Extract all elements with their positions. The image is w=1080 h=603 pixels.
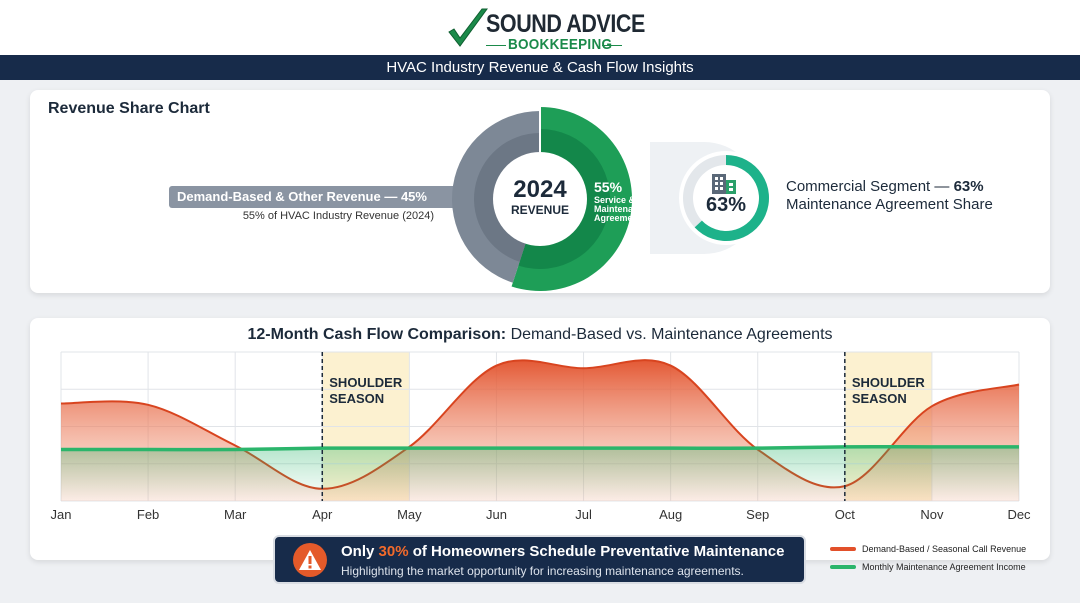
brand-rule-right — [602, 45, 622, 46]
page-title: HVAC Industry Revenue & Cash Flow Insigh… — [0, 55, 1080, 80]
x-tick-sep: Sep — [746, 507, 769, 522]
x-tick-jun: Jun — [486, 507, 507, 522]
alert-highlight: 30% — [378, 543, 409, 560]
x-tick-nov: Nov — [920, 507, 944, 522]
warning-icon — [293, 543, 327, 577]
maintenance-line — [61, 444, 1019, 452]
shoulder-label-0-0: SHOULDER — [329, 375, 403, 390]
maintenance-alert: Only 30% of Homeowners Schedule Preventa… — [273, 535, 806, 584]
revenue-donut — [452, 107, 632, 291]
donut-center-label: REVENUE — [510, 203, 569, 217]
x-tick-aug: Aug — [659, 507, 682, 522]
alert-subtext: Highlighting the market opportunity for … — [341, 564, 744, 578]
x-tick-oct: Oct — [835, 507, 856, 522]
donut-center — [493, 152, 587, 246]
cash-flow-title-bold: 12-Month Cash Flow Comparison: — [247, 326, 507, 343]
x-tick-dec: Dec — [1007, 507, 1031, 522]
commercial-line1: Commercial Segment — 63% — [786, 178, 984, 195]
building-icon — [712, 174, 736, 194]
x-tick-mar: Mar — [224, 507, 247, 522]
x-tick-jul: Jul — [575, 507, 592, 522]
legend-label-demand: Demand-Based / Seasonal Call Revenue — [862, 544, 1027, 554]
commercial-pct-value: 63% — [705, 194, 747, 216]
alert-post: of Homeowners Schedule Preventative Main… — [408, 543, 785, 560]
shoulder-label-0-1: SEASON — [329, 391, 384, 406]
commercial-ring-fill — [694, 155, 769, 241]
maintenance-area — [61, 446, 1019, 501]
brand-logo: SOUND ADVICE BOOKKEEPING — [446, 6, 645, 53]
brand-rule-left — [486, 45, 506, 46]
commercial-line1-text: Commercial Segment — — [786, 178, 954, 195]
revenue-share-card: Revenue Share Chart Demand-Based & Other… — [30, 90, 1050, 293]
alert-pre: Only — [341, 543, 379, 560]
commercial-line1-value: 63% — [953, 178, 984, 195]
demand-revenue-label: Demand-Based & Other Revenue — 45% — [169, 186, 469, 208]
legend-swatch-demand — [830, 547, 856, 551]
shoulder-label-1-0: SHOULDER — [852, 375, 926, 390]
x-tick-feb: Feb — [137, 507, 159, 522]
x-tick-apr: Apr — [312, 507, 333, 522]
demand-revenue-sub: 55% of HVAC Industry Revenue (2024) — [242, 210, 434, 222]
legend-label-maintenance: Monthly Maintenance Agreement Income — [862, 562, 1026, 572]
legend-item-maintenance: Monthly Maintenance Agreement Income — [830, 558, 1045, 576]
checkmark-icon — [448, 8, 488, 47]
chart-legend: Demand-Based / Seasonal Call Revenue Mon… — [830, 540, 1045, 576]
cash-flow-title-rest: Demand-Based vs. Maintenance Agreements — [506, 326, 833, 343]
legend-item-demand: Demand-Based / Seasonal Call Revenue — [830, 540, 1045, 558]
x-tick-may: May — [397, 507, 422, 522]
revenue-share-title: Revenue Share Chart — [48, 100, 210, 117]
commercial-ring — [679, 151, 773, 245]
commercial-line2: Maintenance Agreement Share — [786, 196, 993, 213]
shoulder-label-1-1: SEASON — [852, 391, 907, 406]
cash-flow-title: 12-Month Cash Flow Comparison: Demand-Ba… — [30, 326, 1050, 344]
donut-center-year: 2024 — [513, 176, 567, 203]
service-pct-label: 55% — [594, 179, 623, 195]
legend-swatch-maintenance — [830, 565, 856, 569]
alert-headline: Only 30% of Homeowners Schedule Preventa… — [341, 543, 785, 560]
brand-subname: BOOKKEEPING — [508, 36, 613, 53]
header: SOUND ADVICE BOOKKEEPING — [0, 0, 1080, 56]
cash-flow-card: 12-Month Cash Flow Comparison: Demand-Ba… — [30, 318, 1050, 560]
x-tick-jan: Jan — [51, 507, 72, 522]
brand-name: SOUND ADVICE — [486, 10, 645, 38]
service-label: Service & Maintenance Agreements — [594, 195, 649, 223]
